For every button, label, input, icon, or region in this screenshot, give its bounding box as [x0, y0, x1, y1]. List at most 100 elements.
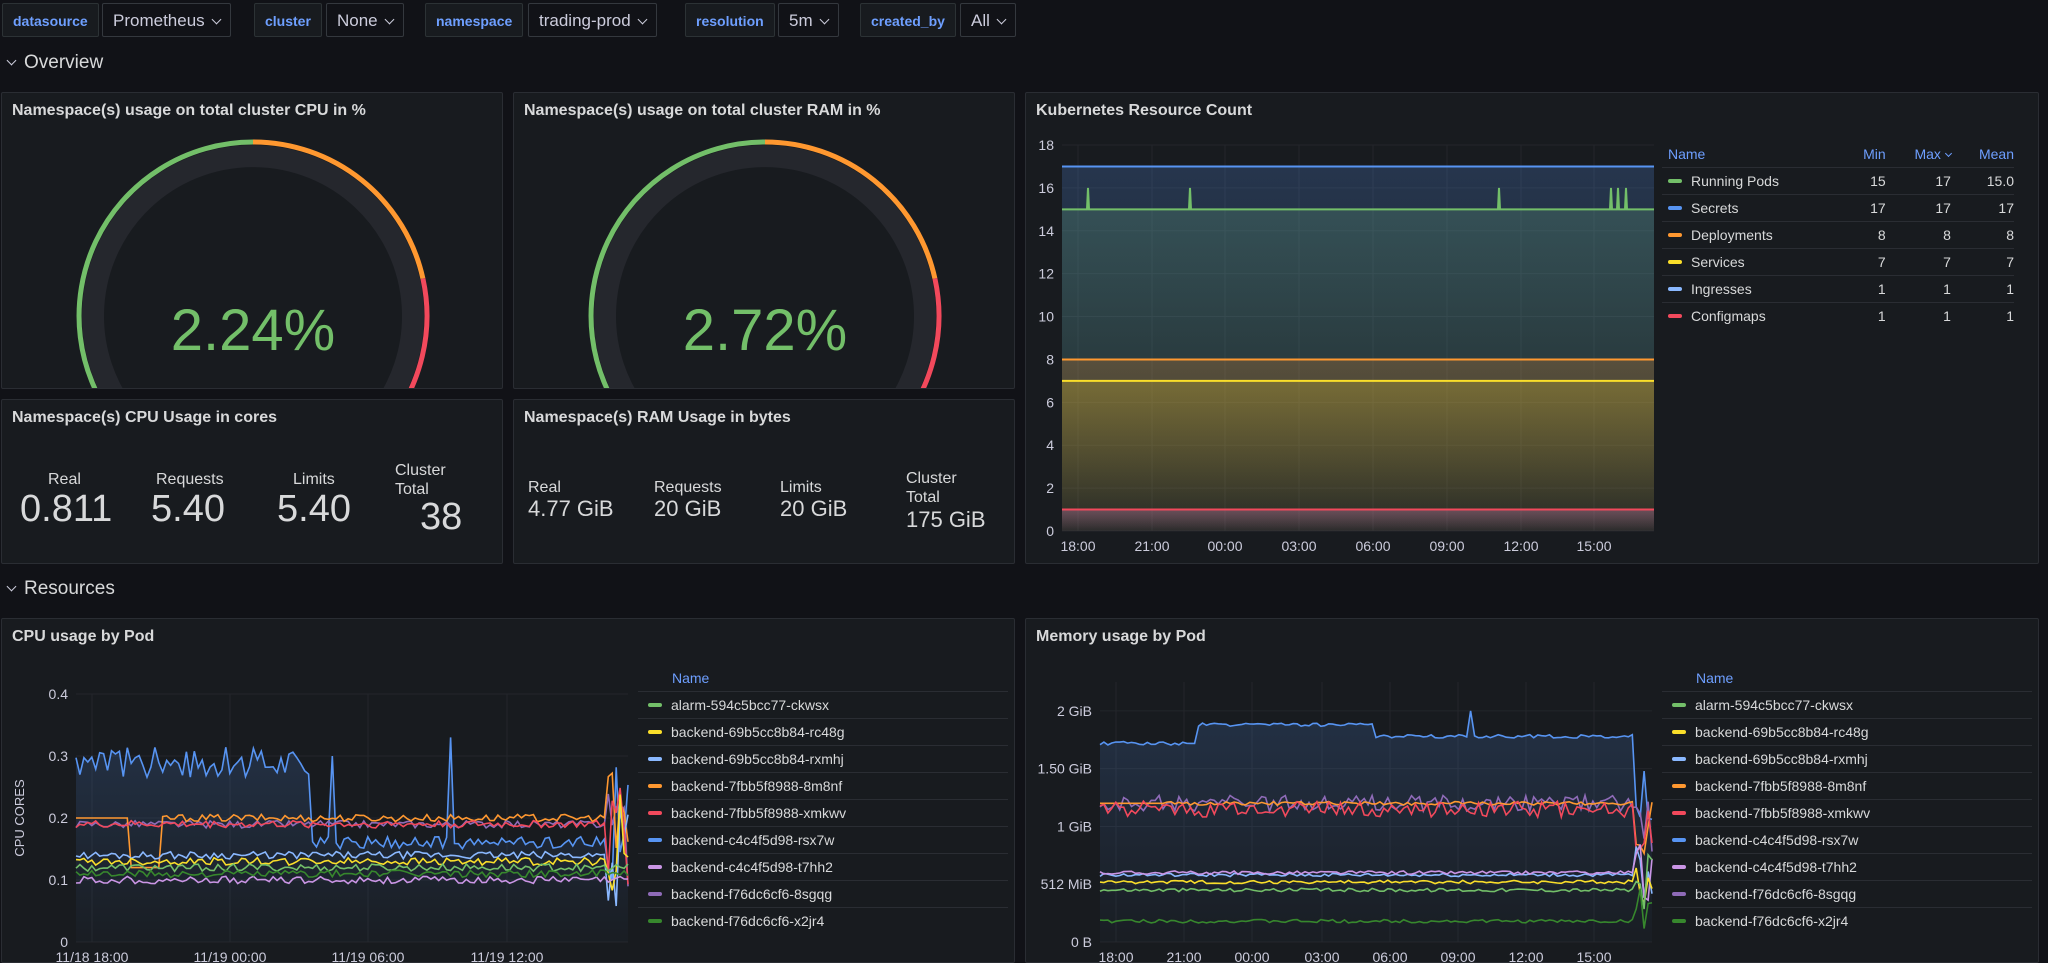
- panel-title: CPU usage by Pod: [12, 628, 155, 645]
- stat-label-cluster-total: Cluster Total: [395, 462, 446, 498]
- legend-row[interactable]: backend-7fbb5f8988-xmkwv: [638, 799, 1008, 827]
- chevron-down-icon: [384, 14, 395, 25]
- legend-row[interactable]: Deployments 8 8 8: [1662, 221, 2014, 249]
- series-color-swatch: [1672, 784, 1686, 789]
- y-axis-label: CPU CORES: [12, 779, 27, 857]
- gauge-threshold-segment: [920, 277, 942, 388]
- var-select-datasource[interactable]: Prometheus: [102, 3, 231, 37]
- legend-name: backend-c4c4f5d98-t7hh2: [1695, 859, 1857, 875]
- legend-max: 1: [1885, 275, 1951, 303]
- variables-bar: datasource Prometheus cluster None names…: [0, 0, 2048, 42]
- legend-cell: backend-69b5cc8b84-rxmhj: [1662, 745, 2032, 773]
- gauge-value-text: 2.24%: [171, 298, 335, 363]
- legend-row[interactable]: backend-c4c4f5d98-rsx7w: [1662, 826, 2032, 854]
- x-tick-label: 11/19 00:00: [194, 949, 267, 963]
- x-tick-label: 18:00: [1098, 949, 1133, 963]
- legend-row[interactable]: alarm-594c5bcc77-ckwsx: [1662, 691, 2032, 719]
- var-label-created-by: created_by: [860, 3, 956, 37]
- legend-row[interactable]: backend-69b5cc8b84-rxmhj: [638, 745, 1008, 773]
- legend-header-max[interactable]: Max: [1886, 141, 1952, 168]
- stat-value-limits: 5.40: [277, 488, 351, 530]
- panel-memory-by-pod: Memory usage by Pod 0 B 512 MiB 1 GiB 1.50 …: [1025, 618, 2039, 963]
- series-color-swatch: [1672, 892, 1686, 897]
- legend-min: 1: [1841, 275, 1886, 303]
- legend-name: backend-7fbb5f8988-8m8nf: [671, 778, 843, 794]
- var-label-datasource: datasource: [2, 3, 99, 37]
- legend-name: backend-7fbb5f8988-xmkwv: [1695, 805, 1871, 821]
- gauge-threshold-segment: [76, 139, 254, 388]
- stat-value-cluster-total: 175 GiB: [906, 507, 986, 532]
- legend-row[interactable]: backend-7fbb5f8988-8m8nf: [638, 772, 1008, 800]
- series-line: [1099, 846, 1653, 898]
- gauge-threshold-segment: [764, 139, 938, 280]
- series-color-swatch: [1672, 919, 1686, 924]
- series-color-swatch: [1672, 703, 1686, 708]
- legend-name: Secrets: [1691, 200, 1739, 216]
- legend-header-name[interactable]: Name: [1696, 670, 1734, 686]
- legend-max: 8: [1885, 221, 1951, 249]
- var-value: None: [337, 11, 378, 30]
- legend-row[interactable]: Configmaps 1 1 1: [1662, 302, 2014, 329]
- sort-desc-icon: [1944, 149, 1952, 158]
- stat-value-requests: 20 GiB: [654, 496, 722, 521]
- legend-min: 1: [1841, 302, 1886, 329]
- y-tick-label: 0: [60, 934, 68, 950]
- var-select-resolution[interactable]: 5m: [778, 3, 839, 37]
- legend-header-mean[interactable]: Mean: [1978, 146, 2014, 162]
- legend-row[interactable]: backend-69b5cc8b84-rc48g: [638, 718, 1008, 746]
- panel-title: Memory usage by Pod: [1036, 628, 1206, 645]
- x-tick-label: 09:00: [1440, 949, 1475, 963]
- legend-row[interactable]: backend-f76dc6cf6-8sgqg: [1662, 880, 2032, 908]
- x-tick-label: 03:00: [1304, 949, 1339, 963]
- y-tick-label: 0.4: [49, 686, 69, 702]
- legend-row[interactable]: backend-7fbb5f8988-8m8nf: [1662, 772, 2032, 800]
- legend-row[interactable]: Services 7 7 7: [1662, 248, 2014, 276]
- series-line: [1099, 844, 1653, 902]
- y-tick-label: 12: [1038, 266, 1054, 282]
- row-resources[interactable]: Resources: [6, 578, 115, 600]
- legend-name: backend-c4c4f5d98-t7hh2: [671, 859, 833, 875]
- chevron-down-icon: [6, 55, 17, 66]
- series-color-swatch: [1672, 865, 1686, 870]
- legend-row[interactable]: backend-f76dc6cf6-8sgqg: [638, 880, 1008, 908]
- legend-row[interactable]: backend-69b5cc8b84-rxmhj: [1662, 745, 2032, 773]
- var-value: Prometheus: [113, 11, 205, 30]
- legend-mean: 15.0: [1950, 167, 2014, 195]
- var-select-namespace[interactable]: trading-prod: [528, 3, 657, 37]
- var-select-created-by[interactable]: All: [960, 3, 1016, 37]
- legend-name: backend-f76dc6cf6-x2jr4: [671, 913, 825, 929]
- legend-name: backend-69b5cc8b84-rc48g: [671, 724, 845, 740]
- legend-row[interactable]: Ingresses 1 1 1: [1662, 275, 2014, 303]
- legend-row[interactable]: backend-f76dc6cf6-x2jr4: [638, 907, 1008, 934]
- series-color-swatch: [1672, 838, 1686, 843]
- legend-row[interactable]: alarm-594c5bcc77-ckwsx: [638, 691, 1008, 719]
- y-tick-label: 1 GiB: [1057, 818, 1092, 834]
- legend-mean: 8: [1950, 221, 2014, 249]
- x-tick-label: 11/19 12:00: [471, 949, 544, 963]
- legend-row[interactable]: backend-7fbb5f8988-xmkwv: [1662, 799, 2032, 827]
- x-tick-label: 03:00: [1281, 538, 1316, 554]
- row-overview[interactable]: Overview: [6, 52, 103, 74]
- gauge-track: [82, 145, 424, 388]
- legend-name: alarm-594c5bcc77-ckwsx: [671, 697, 829, 713]
- legend-row[interactable]: backend-c4c4f5d98-t7hh2: [1662, 853, 2032, 881]
- y-tick-label: 512 MiB: [1041, 876, 1092, 892]
- legend-header-name[interactable]: Name: [1668, 146, 1706, 162]
- legend-row[interactable]: backend-69b5cc8b84-rc48g: [1662, 718, 2032, 746]
- legend-row[interactable]: Secrets 17 17 17: [1662, 194, 2014, 222]
- x-tick-label: 12:00: [1503, 538, 1538, 554]
- var-select-cluster[interactable]: None: [326, 3, 404, 37]
- legend-header-name[interactable]: Name: [672, 670, 710, 686]
- series-color-swatch: [1668, 287, 1682, 292]
- legend-row[interactable]: backend-c4c4f5d98-t7hh2: [638, 853, 1008, 881]
- panel-title: Namespace(s) RAM Usage in bytes: [524, 409, 791, 426]
- legend-row[interactable]: backend-c4c4f5d98-rsx7w: [638, 826, 1008, 854]
- legend-row[interactable]: backend-f76dc6cf6-x2jr4: [1662, 907, 2032, 934]
- legend-row[interactable]: Running Pods 15 17 15.0: [1662, 167, 2014, 195]
- legend-cell: alarm-594c5bcc77-ckwsx: [1662, 691, 2032, 719]
- legend-header-min[interactable]: Min: [1863, 146, 1886, 162]
- series-line: [76, 771, 629, 869]
- y-tick-label: 0: [1046, 523, 1054, 539]
- legend-max: 7: [1885, 248, 1951, 276]
- x-tick-label: 00:00: [1234, 949, 1269, 963]
